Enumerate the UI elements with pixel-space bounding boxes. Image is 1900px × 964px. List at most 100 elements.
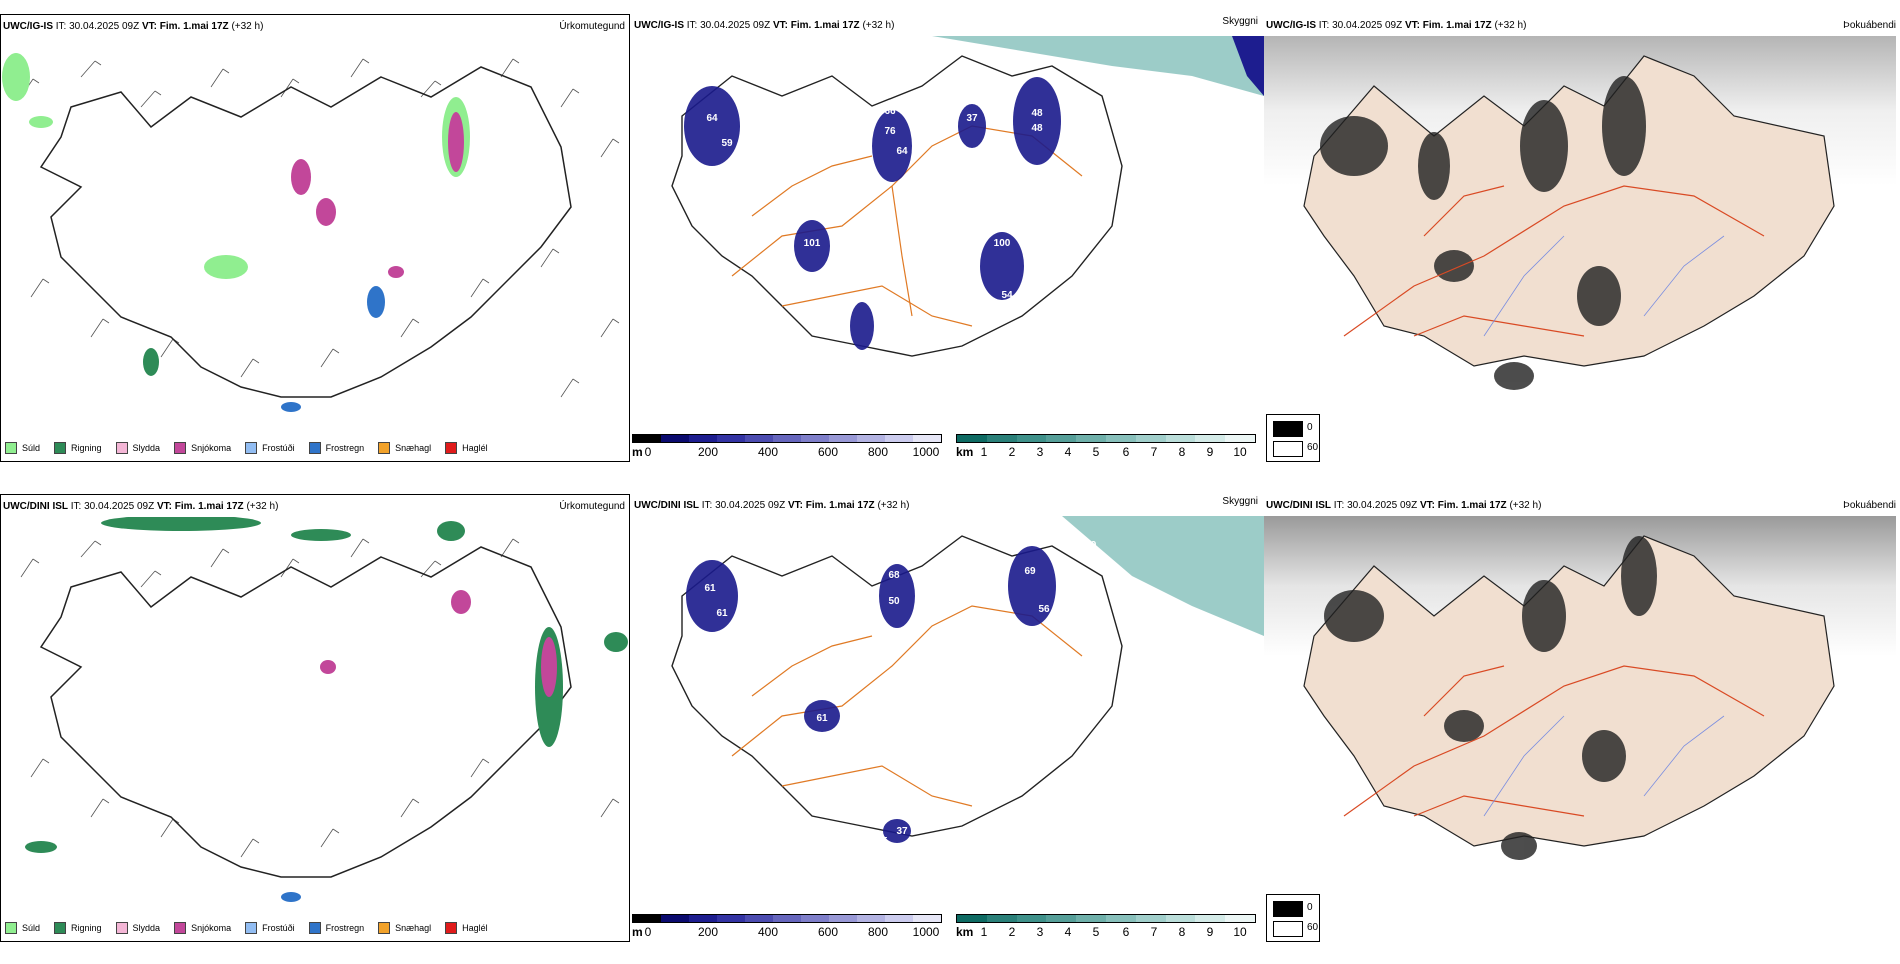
- valid-time-label: VT:: [1404, 20, 1420, 31]
- cloud-label: 68: [888, 570, 900, 581]
- fog-legend-high: 60: [1307, 442, 1319, 453]
- cloud-base-tick: 400: [757, 925, 779, 939]
- lead-time: (+32 h): [246, 501, 279, 512]
- cloud-base-bar: [632, 914, 942, 923]
- iceland-outline: [39, 66, 572, 398]
- visibility-tick: 10: [1233, 925, 1247, 939]
- cloud-base-tick: 600: [817, 445, 839, 459]
- valid-time: Fim. 1.mai 17Z: [805, 500, 875, 511]
- fog-dense-patches: [1320, 76, 1646, 390]
- visibility-tick: 2: [1008, 445, 1016, 459]
- legend-item-snow: Snjókoma: [174, 922, 231, 934]
- low-cloud-patches: [684, 77, 1061, 350]
- visibility-tick: 7: [1150, 925, 1158, 939]
- visibility-tick: 8: [1178, 445, 1186, 459]
- valid-time: Fim. 1.mai 17Z: [1437, 500, 1507, 511]
- visibility-tick: 3: [1036, 445, 1044, 459]
- valid-time-label: VT:: [1419, 500, 1435, 511]
- cloud-visibility-panel: UWC/IG-IS IT: 30.04.2025 09Z VT: Fim. 1.…: [632, 14, 1264, 484]
- cloud-base-tick: 800: [867, 445, 889, 459]
- cloud-label: 101: [804, 238, 821, 249]
- fog-index-panel: UWC/DINI ISL IT: 30.04.2025 09Z VT: Fim.…: [1264, 494, 1900, 964]
- visibility-tick: 1: [980, 445, 988, 459]
- cloud-label: 57: [1056, 618, 1068, 629]
- cloud-label: 37: [966, 113, 978, 124]
- cloud-label: 69: [1024, 566, 1036, 577]
- visibility-tick: 6: [1122, 925, 1130, 939]
- cloud-label: 61: [704, 583, 716, 594]
- model-name: UWC/DINI ISL: [3, 501, 68, 512]
- cloud-label: 100: [994, 238, 1011, 249]
- fog-legend-low: 0: [1307, 902, 1313, 913]
- precip-patches: [2, 53, 470, 412]
- cloud-base-tick: 0: [644, 925, 652, 939]
- panel-title: Úrkomutegund: [559, 501, 625, 512]
- fog-index-legend: 0 60: [1266, 894, 1320, 942]
- valid-time: Fim. 1.mai 17Z: [790, 20, 860, 31]
- forecast-row-2: UWC/DINI ISL IT: 30.04.2025 09Z VT: Fim.…: [0, 494, 1900, 964]
- panel-title: Skyggni: [1222, 496, 1258, 507]
- precip-type-panel: UWC/IG-IS IT: 30.04.2025 09Z VT: Fim. 1.…: [0, 14, 632, 484]
- cloud-visibility-map: 61 61 68 50 49 69 56 57 309 67 61 45 37 …: [671, 516, 1264, 847]
- init-time: IT: 30.04.2025 09Z: [686, 20, 771, 31]
- cloud-label: 76: [884, 126, 896, 137]
- panel-header: UWC/DINI ISL IT: 30.04.2025 09Z VT: Fim.…: [1266, 500, 1541, 511]
- valid-time-label: VT:: [772, 20, 788, 31]
- legend-item-drizzle: Súld: [5, 922, 40, 934]
- cloud-base-bar: [632, 434, 942, 443]
- init-time: IT: 30.04.2025 09Z: [1333, 500, 1418, 511]
- cloud-base-tick: 800: [867, 925, 889, 939]
- visibility-tick: 9: [1206, 925, 1214, 939]
- legend-item-freezing-drizzle: Frostúði: [245, 442, 295, 454]
- legend-item-rain: Rigning: [54, 922, 102, 934]
- precip-patches: [25, 517, 628, 902]
- visibility-tick: 6: [1122, 445, 1130, 459]
- panel-header: UWC/IG-IS IT: 30.04.2025 09Z VT: Fim. 1.…: [1266, 20, 1526, 31]
- fog-legend-swatch-low: [1273, 421, 1303, 437]
- init-time: IT: 30.04.2025 09Z: [70, 501, 155, 512]
- visibility-tick: 7: [1150, 445, 1158, 459]
- panel-header: UWC/IG-IS IT: 30.04.2025 09Z VT: Fim. 1.…: [3, 21, 263, 32]
- cloud-label: 64: [896, 146, 908, 157]
- model-name: UWC/DINI ISL: [634, 500, 699, 511]
- precip-map-frame: UWC/IG-IS IT: 30.04.2025 09Z VT: Fim. 1.…: [0, 14, 630, 462]
- iceland-outline: [671, 535, 1123, 837]
- cloud-label: 110: [754, 103, 771, 114]
- model-name: UWC/IG-IS: [1266, 20, 1316, 31]
- valid-time-label: VT:: [787, 500, 803, 511]
- visibility-colorbar: km 1 2 3 4 5 6 7 8 9 10: [956, 914, 1256, 939]
- legend-item-hail: Haglél: [445, 442, 488, 454]
- rivers: [1483, 715, 1725, 817]
- fog-legend-swatch-low: [1273, 901, 1303, 917]
- valid-time-label: VT:: [141, 21, 157, 32]
- panel-title: Skyggni: [1222, 16, 1258, 27]
- cloud-label: 50: [888, 596, 900, 607]
- panel-title: Úrkomutegund: [559, 21, 625, 32]
- precip-map-frame: UWC/DINI ISL IT: 30.04.2025 09Z VT: Fim.…: [0, 494, 630, 942]
- cloud-label: 85: [916, 198, 928, 209]
- panel-header: UWC/DINI ISL IT: 30.04.2025 09Z VT: Fim.…: [3, 501, 278, 512]
- fog-legend-swatch-high: [1273, 441, 1303, 457]
- fog-index-panel: UWC/IG-IS IT: 30.04.2025 09Z VT: Fim. 1.…: [1264, 14, 1900, 484]
- cloud-base-unit: m: [632, 445, 643, 459]
- forecast-row-1: UWC/IG-IS IT: 30.04.2025 09Z VT: Fim. 1.…: [0, 14, 1900, 484]
- fog-dense-patches: [1324, 536, 1657, 860]
- visibility-tick: 4: [1064, 445, 1072, 459]
- panel-header: UWC/DINI ISL IT: 30.04.2025 09Z VT: Fim.…: [634, 500, 909, 511]
- precip-type-legend: Súld Rigning Slydda Snjókoma Frostúði Fr…: [5, 439, 502, 457]
- lead-time: (+32 h): [1494, 20, 1527, 31]
- visibility-bar: [956, 434, 1256, 443]
- fog-legend-swatch-high: [1273, 921, 1303, 937]
- lead-time: (+32 h): [862, 20, 895, 31]
- fog-legend-high: 60: [1307, 922, 1319, 933]
- legend-item-snow: Snjókoma: [174, 442, 231, 454]
- model-name: UWC/IG-IS: [634, 20, 684, 31]
- cloud-label: 56: [1038, 604, 1050, 615]
- valid-time: Fim. 1.mai 17Z: [174, 501, 244, 512]
- low-cloud-patches: [686, 546, 1056, 843]
- visibility-tick: 5: [1092, 925, 1100, 939]
- rivers: [1483, 235, 1725, 337]
- cloud-label: 61: [716, 608, 728, 619]
- init-time: IT: 30.04.2025 09Z: [701, 500, 786, 511]
- iceland-outline: [39, 546, 572, 878]
